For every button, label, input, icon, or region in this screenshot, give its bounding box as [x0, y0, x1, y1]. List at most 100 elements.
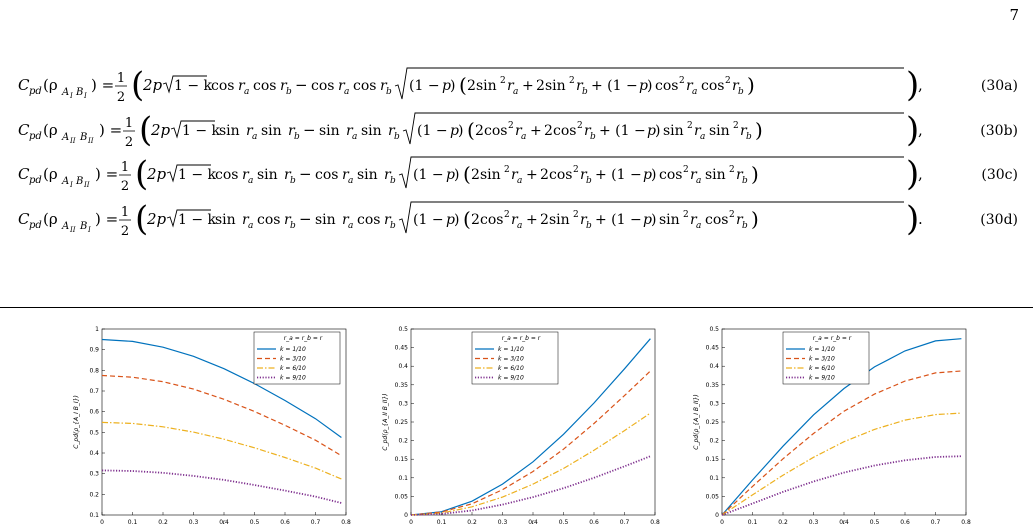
- half-denominator: 2: [125, 135, 133, 150]
- y-tick-label: 0.2: [398, 438, 408, 445]
- lhs-symbol: C: [18, 76, 30, 94]
- y-tick-label: 0.45: [706, 345, 720, 352]
- trig-fn: sin: [549, 212, 570, 228]
- trig-sub: a: [700, 132, 705, 142]
- power-2: 2: [687, 121, 693, 131]
- power-2: 2: [683, 165, 689, 175]
- mid-paren-close: ): [755, 118, 763, 142]
- half-numerator: 1: [117, 71, 125, 86]
- trig-var: r: [384, 167, 392, 183]
- trig-sub: a: [517, 221, 522, 231]
- trig-var: r: [242, 167, 250, 183]
- x-tick-label: 0.6: [589, 519, 599, 526]
- coef: 2: [471, 167, 480, 183]
- x-tick-label: 0.4: [528, 519, 538, 526]
- trig-var: r: [284, 212, 292, 228]
- sqrt-1-k: 1 − k: [178, 212, 217, 228]
- y-axis-label: C_pd(ρ_{A_I B_I}): [73, 395, 80, 449]
- legend-entry-1: k = 3/10: [498, 356, 524, 363]
- paren-close: ): [454, 212, 459, 228]
- series-line-2: [721, 412, 962, 516]
- y-tick-label: 0.2: [709, 438, 719, 445]
- paren-close: ): [651, 212, 656, 228]
- legend-entry-2: k = 6/10: [280, 365, 306, 372]
- series-line-0: [410, 338, 651, 516]
- legend-entry-3: k = 9/10: [280, 375, 306, 382]
- trig-var: r: [242, 212, 250, 228]
- minus: −: [299, 210, 312, 228]
- power-2: 2: [683, 210, 689, 220]
- paren-close: ): [655, 123, 660, 139]
- legend-box: [782, 331, 870, 385]
- term-2p: 2p: [142, 76, 163, 94]
- minus: −: [299, 165, 312, 183]
- series-line-3: [101, 469, 342, 504]
- coef: 2: [540, 212, 549, 228]
- y-tick-label: 0.05: [706, 493, 720, 500]
- lhs-sub-b-index: I: [83, 92, 87, 100]
- trig-sub: a: [692, 87, 697, 97]
- trig-fn: cos: [701, 78, 724, 94]
- coef: 2: [475, 123, 484, 139]
- trig-sub: a: [344, 87, 349, 97]
- equation-tag: (30d): [980, 212, 1018, 228]
- chart-AIBI: 0 0.1 0.2 0.3 0.4 0.5 0.6 0.7 0.8 0.1 0.2 0.3 0.4 0.5…: [56, 325, 356, 529]
- legend-entry-1: k = 3/10: [280, 356, 306, 363]
- y-tick-label: 0.25: [706, 419, 720, 426]
- lhs-subscript: pd: [29, 220, 42, 231]
- x-tick-label: 0.1: [437, 519, 447, 526]
- trig-fn: sin: [659, 212, 680, 228]
- trig-var: r: [511, 167, 519, 183]
- x-tick-label: 0.7: [311, 519, 321, 526]
- lhs-sub-a-index: II: [69, 137, 76, 145]
- plus: +: [526, 167, 538, 183]
- series-line-1: [721, 370, 962, 516]
- trig-sub: a: [517, 176, 522, 186]
- sqrt-1-k: 1 − k: [178, 167, 217, 183]
- lhs-symbol: C: [18, 165, 30, 183]
- trig-sub: a: [244, 87, 249, 97]
- trig-sub: a: [513, 87, 518, 97]
- plus: +: [526, 212, 538, 228]
- term-2p: 2p: [150, 121, 171, 139]
- big-paren-close: ): [906, 65, 919, 105]
- x-tick-label: 0.5: [870, 519, 880, 526]
- trig-sub: a: [248, 221, 253, 231]
- var-p: p: [639, 78, 648, 94]
- trig-fn: sin: [357, 167, 378, 183]
- trig-sub: b: [582, 87, 588, 97]
- lhs-rho: (ρ: [43, 210, 58, 228]
- mid-paren-close: ): [751, 207, 759, 231]
- legend-title: r_a = r_b = r: [284, 335, 323, 342]
- lhs-sub-b-index: I: [87, 226, 91, 234]
- mid-paren-close: ): [751, 162, 759, 186]
- half-numerator: 1: [121, 160, 129, 175]
- trig-sub: b: [390, 221, 396, 231]
- legend-entry-2: k = 6/10: [498, 365, 524, 372]
- power-2: 2: [500, 76, 506, 86]
- lhs-sub-a-index: I: [69, 181, 73, 189]
- legend-title: r_a = r_b = r: [502, 335, 541, 342]
- chart-AIBII: 0 0.1 0.2 0.3 0.4 0.5 0.6 0.7 0.8 0 0.05 0.1 0.15 0.2…: [676, 325, 976, 529]
- y-tick-label: 0.5: [398, 326, 408, 333]
- half-denominator: 2: [117, 90, 125, 105]
- coef: 2: [544, 123, 553, 139]
- x-tick-label: 0.3: [498, 519, 508, 526]
- y-tick-label: 0: [715, 512, 719, 519]
- big-paren-open: (: [135, 154, 148, 194]
- equation-tag: (30c): [981, 167, 1018, 183]
- lhs-close: ) =: [99, 121, 122, 139]
- legend-entry-2: k = 6/10: [809, 365, 835, 372]
- trig-fn: cos: [549, 167, 572, 183]
- lhs-sub-b: B: [75, 176, 83, 187]
- lhs-sub-a: A: [61, 176, 69, 187]
- power-2: 2: [725, 76, 731, 86]
- trig-var: r: [580, 167, 588, 183]
- trig-fn: sin: [480, 167, 501, 183]
- power-2: 2: [729, 210, 735, 220]
- trig-fn: cos: [353, 78, 376, 94]
- y-tick-label: 0.1: [89, 512, 99, 519]
- trig-fn: sin: [215, 212, 236, 228]
